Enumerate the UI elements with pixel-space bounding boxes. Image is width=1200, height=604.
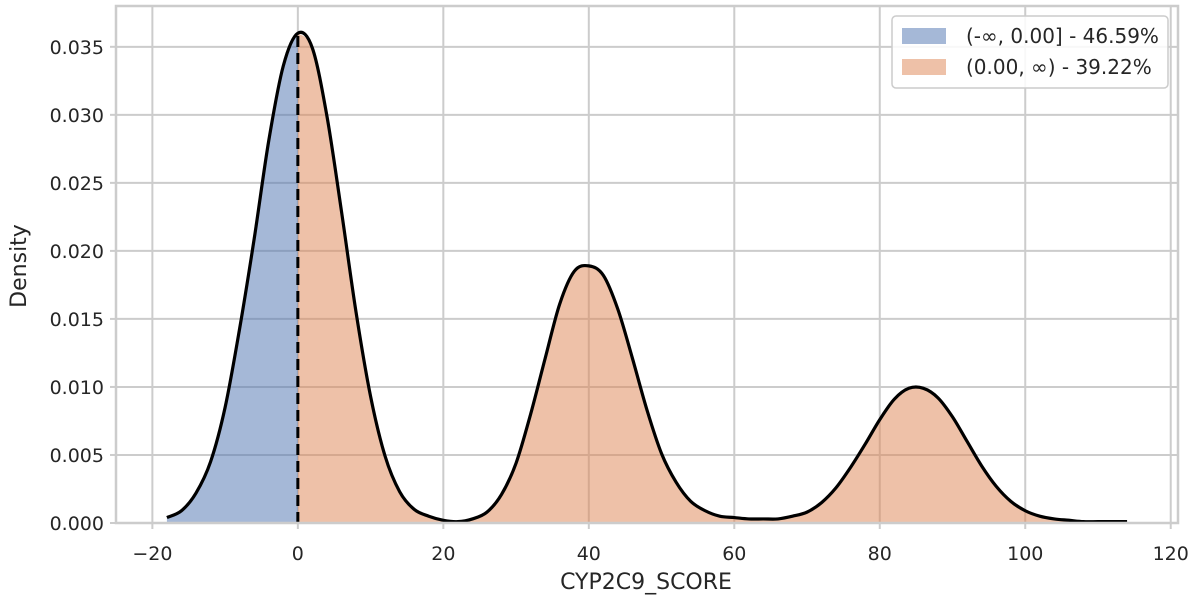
x-tick-label: 20 (431, 543, 455, 565)
y-tick-label: 0.005 (50, 445, 104, 467)
tick-layer: −20 0 20 40 60 80 100 120 0.000 0.005 0.010 0.015 0.… (50, 37, 1189, 565)
y-tick-label: 0.020 (50, 241, 104, 263)
x-tick-label: 40 (577, 543, 601, 565)
density-curve (166, 30, 1128, 524)
curve-layer (166, 30, 1128, 524)
legend-swatch-above-threshold (902, 59, 946, 75)
x-tick-label: 120 (1153, 543, 1189, 565)
x-tick-label: 80 (868, 543, 892, 565)
legend-label-above-threshold: (0.00, ∞) - 39.22% (966, 55, 1152, 79)
y-tick-label: 0.030 (50, 105, 104, 127)
legend: (-∞, 0.00] - 46.59% (0.00, ∞) - 39.22% (891, 15, 1169, 89)
x-axis-title: CYP2C9_SCORE (560, 570, 732, 595)
spine-layer (114, 4, 1180, 525)
area-below-threshold (166, 33, 298, 524)
y-tick-label: 0.025 (50, 173, 104, 195)
x-tick-label: 0 (292, 543, 304, 565)
legend-swatch-below-threshold (902, 28, 946, 44)
x-tick-label: −20 (132, 543, 172, 565)
area-above-threshold (297, 33, 1128, 524)
legend-frame (891, 15, 1169, 89)
x-tick-label: 100 (1007, 543, 1043, 565)
legend-label-below-threshold: (-∞, 0.00] - 46.59% (966, 24, 1159, 48)
y-axis-title: Density (7, 224, 32, 308)
x-tick-label: 60 (722, 543, 746, 565)
y-tick-label: 0.010 (50, 377, 104, 399)
y-tick-label: 0.000 (50, 513, 104, 535)
plot-frame (114, 4, 1180, 525)
fill-layer (166, 33, 1128, 524)
y-tick-label: 0.015 (50, 309, 104, 331)
y-tick-label: 0.035 (50, 37, 104, 59)
